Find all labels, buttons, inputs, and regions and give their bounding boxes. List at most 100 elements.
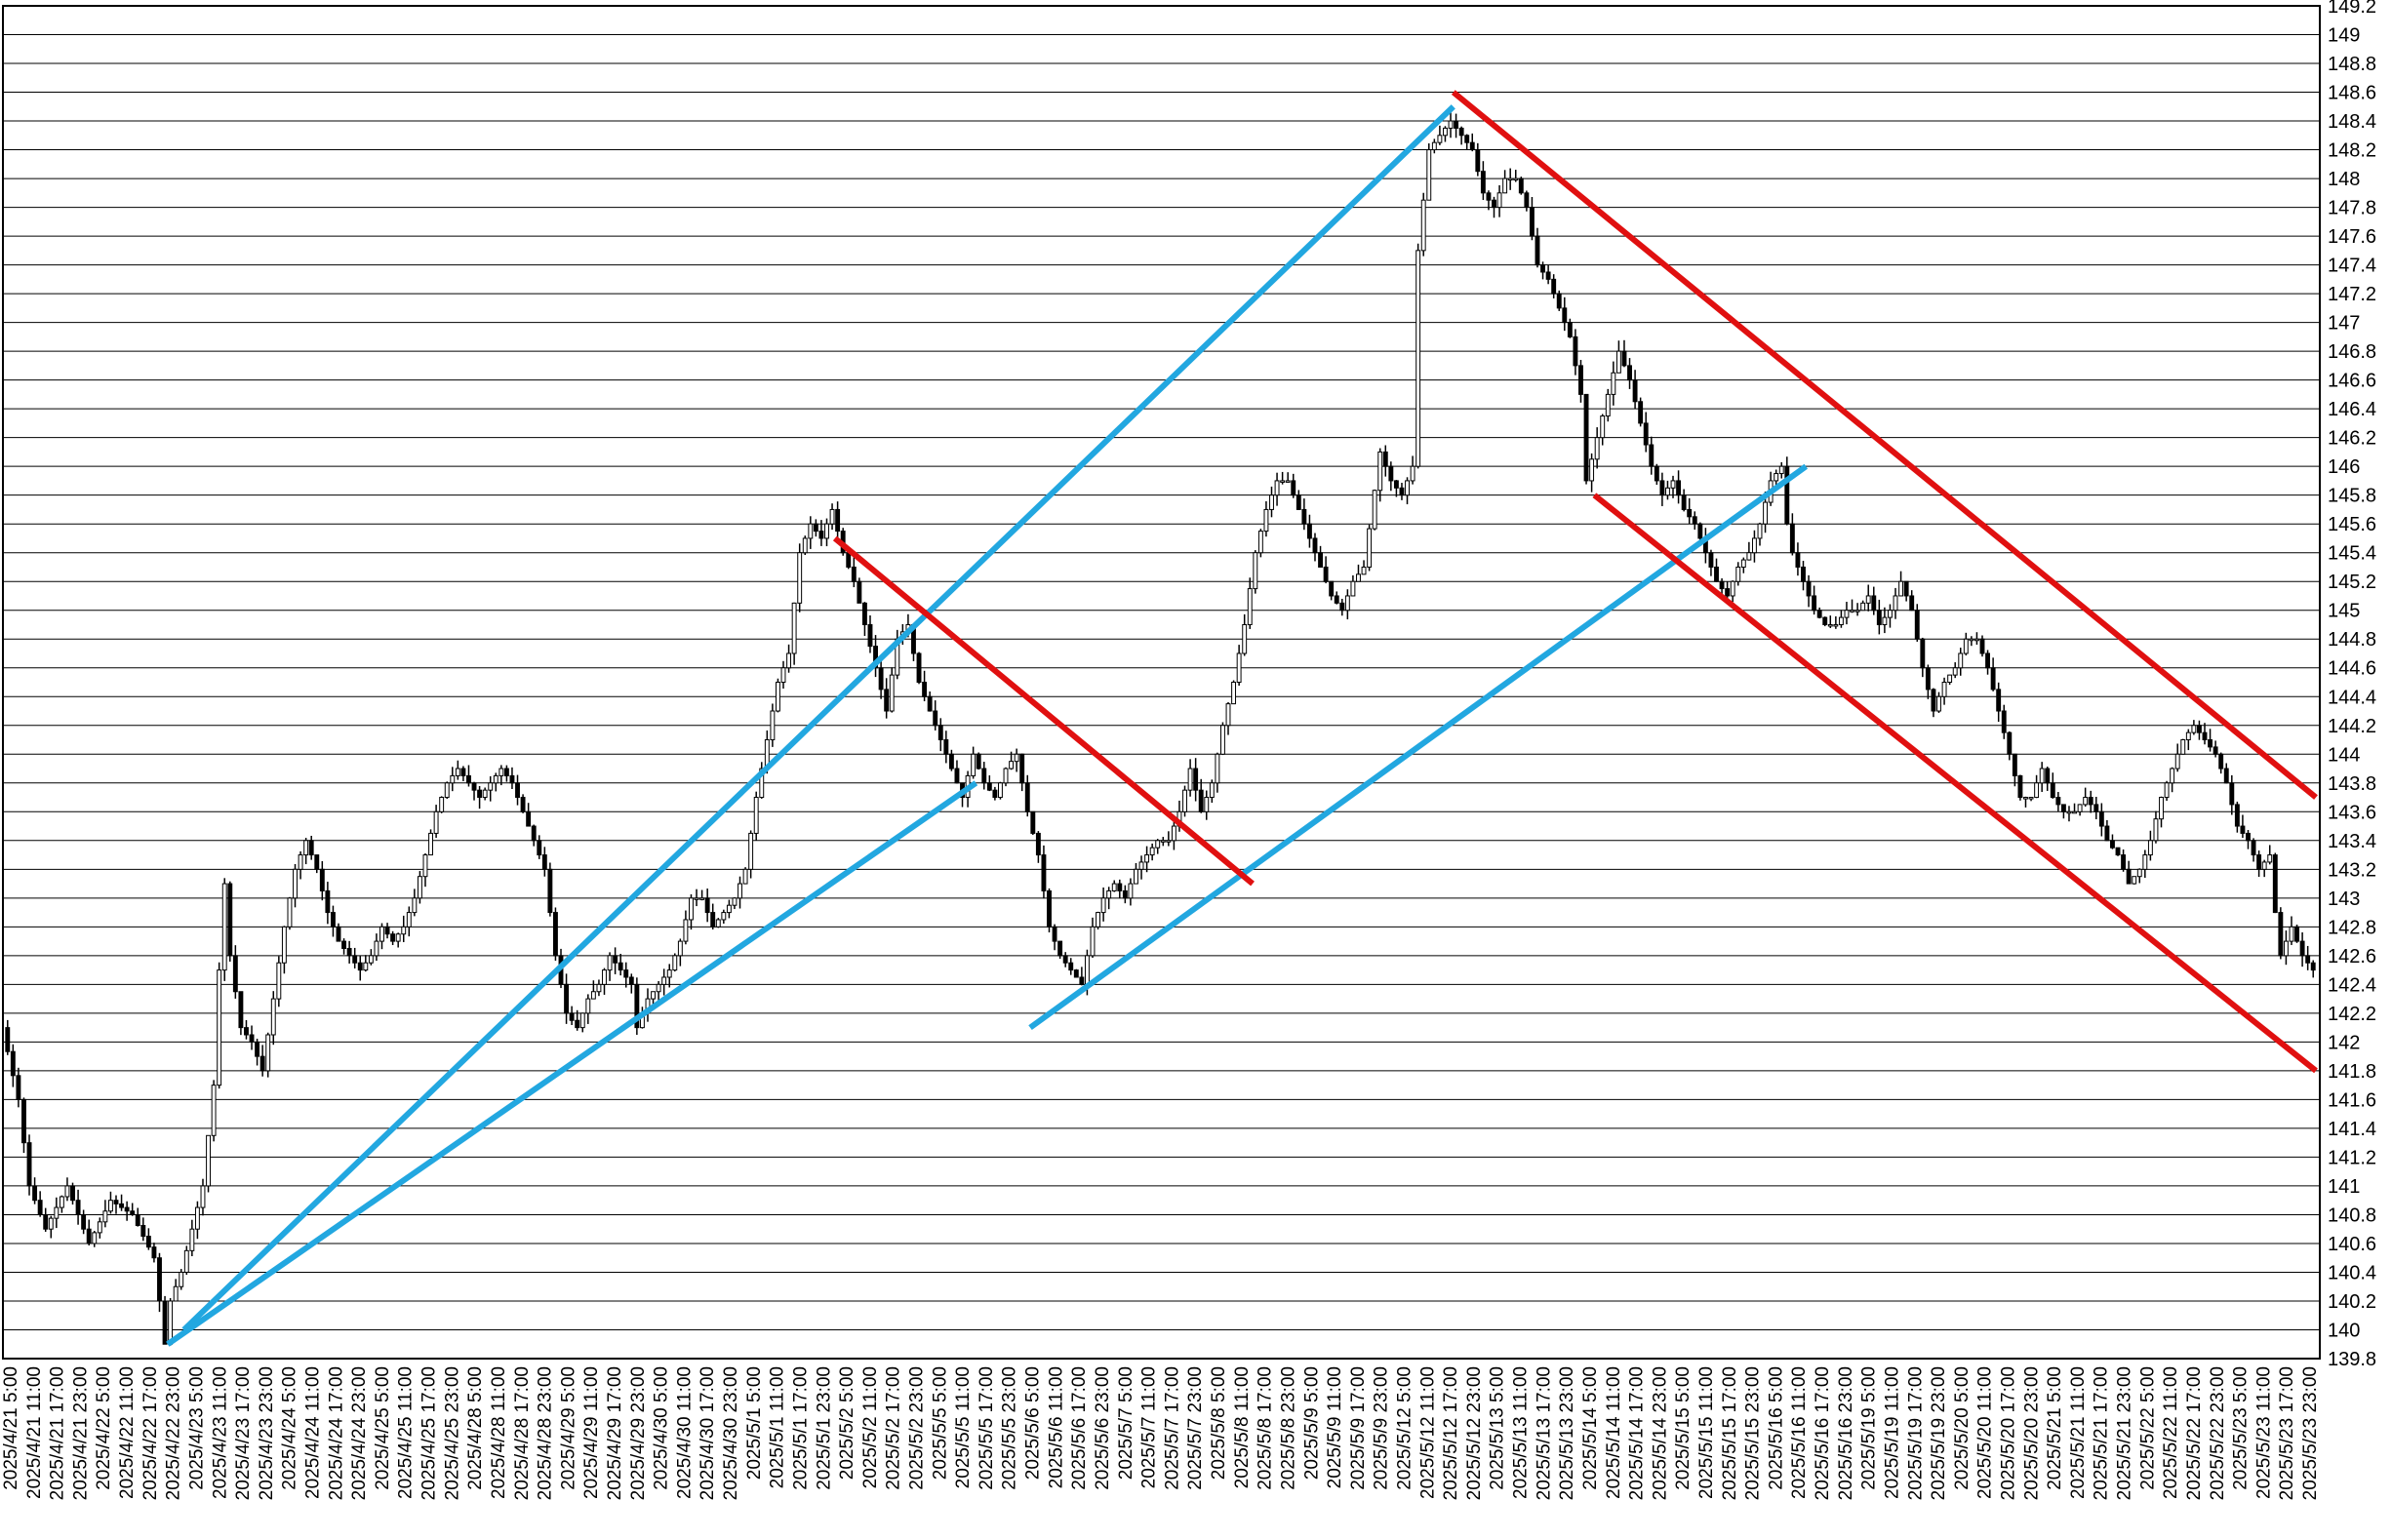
candle-body — [2028, 797, 2034, 800]
candle — [1865, 584, 1871, 612]
candle — [776, 678, 780, 713]
x-tick-label: 2025/4/22 5:00 — [94, 1366, 114, 1490]
candle — [140, 1217, 146, 1242]
candle-body — [2164, 782, 2170, 799]
candle — [1117, 879, 1123, 899]
candle — [1030, 810, 1036, 836]
candle — [2299, 931, 2305, 967]
candle-body — [1615, 350, 1621, 374]
candle — [569, 1006, 575, 1025]
candle-body — [26, 1142, 32, 1187]
candle-body — [1947, 674, 1953, 683]
x-tick-label: 2025/5/23 17:00 — [2277, 1366, 2297, 1500]
candle-body — [1388, 465, 1394, 482]
candle-body — [238, 991, 244, 1029]
candle — [157, 1252, 162, 1313]
candle — [971, 746, 977, 779]
candle-body — [379, 926, 384, 942]
candle-body — [1898, 580, 1904, 597]
y-tick-label: 140.2 — [2328, 1291, 2376, 1313]
candle — [677, 938, 683, 967]
candle — [2196, 720, 2202, 740]
candle-body — [1801, 566, 1806, 582]
candle — [70, 1182, 75, 1205]
candle — [265, 1032, 271, 1078]
candle-body — [2185, 731, 2191, 741]
candle — [1816, 607, 1822, 619]
candle-body — [417, 876, 422, 899]
candle — [1225, 701, 1231, 735]
candle — [1469, 133, 1475, 152]
candle-body — [450, 774, 456, 784]
x-tick-label: 2025/5/13 11:00 — [1511, 1366, 1532, 1499]
candle-body — [1024, 782, 1030, 812]
candle — [433, 805, 439, 839]
candle — [1801, 561, 1806, 591]
candle-body — [1850, 610, 1854, 612]
y-tick-label: 141 — [2328, 1176, 2360, 1198]
candle-body — [531, 825, 537, 842]
candle-body — [1253, 552, 1258, 590]
candle-body — [547, 868, 553, 914]
candle — [1138, 855, 1144, 880]
candle-body — [753, 797, 759, 834]
y-tick-label: 143 — [2328, 888, 2360, 910]
candle — [1562, 296, 1568, 332]
candle — [1388, 461, 1394, 492]
candle — [1014, 748, 1019, 772]
candle-body — [509, 774, 515, 784]
x-tick-label: 2025/5/15 11:00 — [1696, 1366, 1717, 1499]
candle-body — [336, 926, 341, 942]
candle-body — [889, 674, 895, 712]
candle — [503, 765, 509, 782]
candle-body — [1193, 768, 1199, 791]
candle-body — [2278, 912, 2284, 957]
candle — [1556, 290, 1562, 311]
candle-body — [2098, 810, 2104, 827]
x-tick-label: 2025/4/22 23:00 — [164, 1366, 184, 1500]
candle-body — [986, 782, 992, 791]
candle — [1296, 490, 1301, 510]
candle — [579, 1012, 585, 1033]
candle — [857, 577, 862, 604]
candle — [1920, 637, 1926, 678]
candle — [1583, 393, 1589, 485]
candle-body — [1681, 494, 1687, 510]
y-tick-label: 145.6 — [2328, 514, 2376, 535]
candle — [1654, 463, 1659, 485]
candle-body — [672, 955, 678, 971]
candle — [357, 955, 363, 981]
candle-body — [2174, 753, 2180, 770]
candle-body — [1730, 580, 1735, 597]
x-tick-label: 2025/5/14 17:00 — [1627, 1366, 1648, 1500]
candle-body — [618, 962, 623, 971]
candle — [1789, 513, 1795, 556]
candle-body — [1621, 350, 1627, 367]
candle — [759, 762, 765, 799]
candle-body — [623, 969, 629, 978]
candle-body — [1524, 192, 1530, 209]
candle — [227, 881, 233, 962]
candle-body — [1833, 623, 1839, 627]
candle — [1702, 528, 1708, 564]
candle — [43, 1207, 49, 1232]
candle-body — [677, 940, 683, 957]
candle-body — [48, 1217, 54, 1230]
candle-body — [1285, 480, 1291, 483]
candle — [259, 1045, 265, 1077]
candle — [1833, 615, 1839, 629]
candle-body — [2039, 768, 2045, 784]
candle — [694, 888, 699, 907]
candle-body — [287, 897, 293, 928]
candle — [2174, 743, 2180, 772]
candle-body — [1778, 465, 1784, 475]
candle — [1898, 571, 1904, 597]
candle-body — [596, 983, 602, 993]
candle — [281, 926, 287, 974]
x-tick-label: 2025/5/16 11:00 — [1789, 1366, 1810, 1499]
candle — [1009, 751, 1015, 770]
y-tick-label: 143.4 — [2328, 831, 2376, 852]
x-tick-label: 2025/5/2 11:00 — [860, 1366, 881, 1488]
candle — [1166, 831, 1172, 847]
